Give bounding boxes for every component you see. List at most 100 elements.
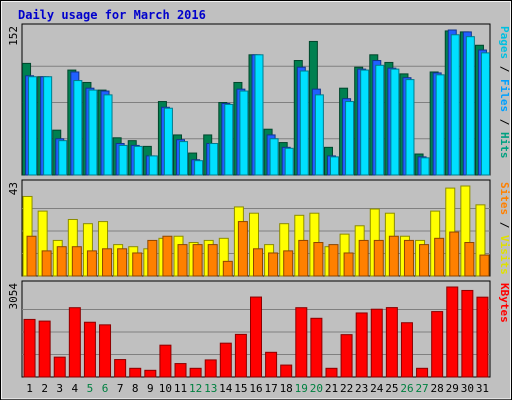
sites-bar [419, 244, 430, 277]
x-axis-label-day: 30 [461, 382, 474, 395]
kbytes-bar [295, 307, 308, 378]
pages-bar [450, 34, 460, 176]
kbytes-bar [53, 356, 66, 378]
x-axis-label-day: 1 [26, 382, 33, 395]
pages-bar [133, 145, 143, 176]
kbytes-series-label-part: KBytes [498, 283, 511, 323]
kbytes-bar [234, 333, 247, 378]
sites-bar [222, 260, 233, 277]
pages-bar [345, 101, 355, 176]
x-axis-label-day: 27 [415, 382, 428, 395]
kbytes-bar [250, 296, 262, 378]
pages-bar [239, 90, 249, 176]
x-axis-label-day: 20 [310, 382, 323, 395]
kbytes-bar [189, 367, 202, 378]
sites-bar [434, 237, 445, 277]
kbytes-bar [476, 296, 489, 378]
sites-bar [237, 221, 248, 277]
sites-bar [373, 239, 384, 277]
sites-visits-series-label-part: / [498, 215, 511, 235]
sites-bar [449, 231, 460, 277]
kbytes-bar [129, 367, 142, 378]
sites-bar [268, 252, 279, 277]
pages-bar [118, 144, 128, 176]
sites-visits-series-label-part: Visits [498, 235, 511, 275]
pages-bar [314, 94, 324, 176]
pages-bar [465, 36, 475, 176]
kbytes-bar [385, 307, 398, 378]
sites-visits-max-label: 43 [7, 182, 20, 195]
kbytes-max-label: 3054 [7, 283, 20, 310]
sites-bar [102, 248, 113, 277]
kbytes-bar [144, 369, 157, 378]
pages-bar [148, 155, 158, 176]
kbytes-bar [174, 363, 187, 378]
pages-files-hits-series-label-part: Hits [498, 132, 511, 159]
pages-bar [269, 138, 279, 176]
sites-bar [86, 250, 97, 277]
kbytes-bar [99, 324, 112, 378]
kbytes-bar [204, 359, 217, 378]
x-axis-label-day: 16 [249, 382, 262, 395]
kbytes-bar [416, 367, 429, 378]
x-axis-label-day: 14 [219, 382, 233, 395]
pages-files-hits-series-label: Pages / Files / Hits [498, 26, 511, 159]
pages-bar [480, 52, 490, 176]
sites-bar [132, 252, 143, 277]
sites-bar [358, 239, 369, 277]
x-axis-label-day: 9 [147, 382, 154, 395]
pages-bar [73, 80, 83, 176]
sites-visits-series-label-part: Sites [498, 182, 511, 215]
sites-bar [71, 246, 82, 277]
pages-bar [224, 103, 234, 176]
sites-bar [328, 244, 339, 277]
x-axis-label-day: 18 [280, 382, 293, 395]
kbytes-bar [340, 334, 353, 378]
pages-bar [420, 157, 430, 176]
sites-bar [403, 239, 414, 277]
kbytes-panel: 3054 KBytes [7, 280, 511, 378]
kbytes-series-label: KBytes [498, 283, 511, 323]
pages-bar [390, 68, 400, 176]
x-axis-label-day: 19 [295, 382, 308, 395]
x-axis-label-day: 13 [204, 382, 217, 395]
kbytes-bar [355, 312, 368, 378]
kbytes-bar [431, 311, 444, 378]
sites-bar [192, 244, 203, 277]
sites-bar [26, 235, 37, 277]
sites-bar [147, 239, 158, 277]
x-axis-label-day: 7 [117, 382, 124, 395]
kbytes-bar [325, 367, 338, 378]
x-axis-label-day: 6 [102, 382, 109, 395]
sites-bar [388, 235, 399, 277]
pages-bar [284, 147, 294, 176]
x-axis-label-day: 5 [87, 382, 94, 395]
sites-bar [207, 244, 218, 277]
sites-bar [479, 254, 490, 277]
pages-bar [299, 70, 309, 176]
pages-bar [103, 94, 113, 176]
kbytes-bar [370, 308, 383, 378]
x-axis-label-day: 12 [189, 382, 202, 395]
pages-bar [329, 156, 339, 176]
pages-files-hits-series-label-part: Pages [498, 26, 511, 59]
pages-bar [28, 76, 38, 176]
sites-bar [253, 248, 263, 277]
sites-visits-panel: 43 Sites / Visits [7, 179, 511, 277]
kbytes-bar [159, 344, 172, 378]
pages-bar [254, 54, 264, 176]
chart-title: Daily usage for March 2016 [18, 8, 206, 22]
kbytes-bar [446, 286, 459, 378]
kbytes-bar [280, 364, 293, 378]
sites-bar [313, 242, 324, 277]
kbytes-bar [461, 289, 474, 378]
sites-bar [56, 246, 67, 277]
sites-bar [343, 252, 354, 277]
x-axis-label-day: 25 [385, 382, 398, 395]
pages-bar [435, 74, 445, 176]
x-axis-label-day: 28 [431, 382, 444, 395]
sites-bar [464, 242, 475, 277]
